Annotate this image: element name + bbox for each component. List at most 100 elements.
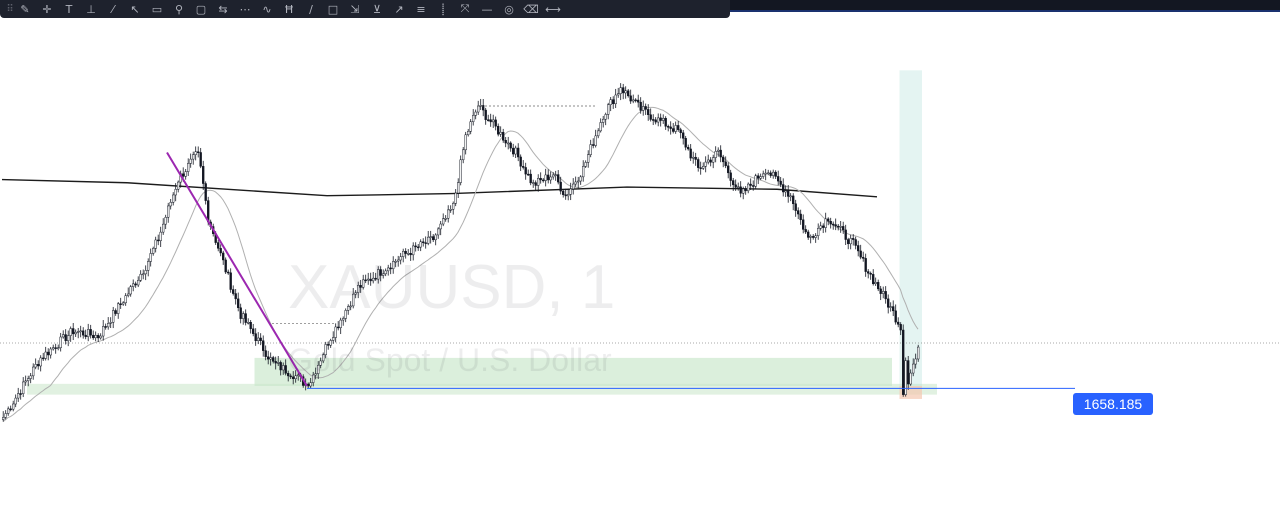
candle-body — [554, 174, 557, 176]
callout-icon[interactable]: ▭ — [151, 2, 163, 16]
candle — [659, 113, 662, 127]
candle — [374, 272, 377, 281]
candle — [339, 317, 342, 335]
pen-icon[interactable]: ∕ — [309, 2, 313, 16]
candle — [602, 115, 605, 128]
candle-body — [339, 319, 342, 328]
candle — [839, 220, 842, 233]
candle — [889, 302, 892, 312]
candle — [914, 353, 917, 369]
ray-icon[interactable]: ↗ — [394, 2, 404, 16]
candle-body — [819, 225, 822, 229]
date-range-icon[interactable]: Ħ — [283, 2, 295, 16]
candle-body — [432, 236, 435, 241]
candle — [62, 330, 65, 339]
candle-body — [809, 236, 812, 238]
candle-body — [722, 156, 725, 163]
candle — [149, 248, 152, 267]
vline-icon[interactable]: ⸽ — [441, 2, 445, 16]
candle-body — [807, 231, 810, 238]
candle — [732, 177, 735, 191]
candle — [159, 226, 162, 248]
rectangle-icon[interactable]: □ — [327, 2, 339, 16]
candle — [449, 205, 452, 213]
candle — [147, 258, 150, 277]
candle-body — [24, 380, 27, 383]
candle — [244, 309, 247, 326]
anchor-icon[interactable]: ⊥ — [86, 2, 96, 16]
candle — [752, 180, 755, 191]
candle-body — [44, 351, 47, 359]
candle — [4, 410, 7, 420]
watermark-symbol: XAUUSD, 1 — [288, 253, 616, 322]
candle-body — [577, 180, 580, 183]
candle — [187, 158, 190, 176]
candle — [502, 128, 505, 143]
candle — [869, 271, 872, 280]
candle — [29, 372, 32, 384]
trendline-icon[interactable]: ⁄ — [112, 2, 114, 16]
candle — [894, 304, 897, 325]
candle — [792, 193, 795, 211]
candle-body — [64, 334, 67, 342]
candle — [389, 262, 392, 275]
candle-body — [709, 159, 712, 163]
candle-body — [337, 326, 340, 329]
candle-body — [264, 350, 267, 357]
candle-body — [104, 326, 107, 328]
candle — [364, 274, 367, 284]
candle-body — [914, 358, 917, 365]
circle-icon[interactable]: ◎ — [504, 2, 514, 16]
candle — [699, 161, 702, 175]
candle-body — [82, 330, 85, 336]
candle — [782, 178, 785, 197]
brush-icon[interactable]: ✎ — [20, 2, 30, 16]
candle-body — [589, 144, 592, 155]
candle-body — [857, 245, 860, 252]
crosshair-icon[interactable]: ✛ — [42, 2, 52, 16]
candle-body — [32, 366, 35, 377]
hline-icon[interactable]: ≡ — [416, 2, 426, 16]
measure-icon[interactable]: ⟷ — [545, 2, 561, 16]
candle — [729, 169, 732, 187]
candle-body — [164, 217, 167, 225]
candle-body — [284, 365, 287, 374]
candle — [97, 333, 100, 343]
candle-body — [429, 236, 432, 238]
range-icon[interactable]: ⇆ — [218, 2, 228, 16]
text-tool-icon[interactable]: T — [65, 2, 73, 16]
pin-icon[interactable]: ⚲ — [174, 2, 184, 16]
candle-body — [834, 224, 837, 227]
candle — [599, 118, 602, 133]
candle-body — [12, 403, 15, 410]
arrow-marker-icon[interactable]: ⇲ — [350, 2, 360, 16]
candle — [189, 153, 192, 168]
candle — [462, 146, 465, 164]
candle-body — [672, 128, 675, 132]
eraser-icon[interactable]: ⌫ — [523, 2, 539, 16]
candle-body — [699, 167, 702, 169]
candle-body — [454, 192, 457, 204]
ma-slow-line — [1, 178, 878, 198]
candle-body — [419, 241, 422, 248]
note-icon[interactable]: ▢ — [195, 2, 207, 16]
wave-icon[interactable]: ∿ — [262, 2, 272, 16]
candle-body — [34, 364, 37, 368]
cursor-icon[interactable]: ↖ — [130, 2, 140, 16]
candle — [849, 234, 852, 250]
candle — [837, 223, 840, 231]
candle-body — [732, 180, 735, 186]
candle-body — [119, 303, 122, 305]
candle-body — [617, 93, 620, 96]
candle — [444, 215, 447, 222]
path-icon[interactable]: ⋯ — [239, 2, 251, 16]
long-position-icon[interactable]: ⤧ — [460, 2, 470, 15]
candle-body — [132, 283, 135, 287]
fib-icon[interactable]: ⊻ — [372, 2, 382, 16]
candle — [642, 100, 645, 116]
candle-body — [437, 228, 440, 236]
horizontal-ray-icon[interactable]: — — [481, 2, 493, 16]
candle-body — [859, 250, 862, 258]
candle-body — [707, 159, 710, 163]
